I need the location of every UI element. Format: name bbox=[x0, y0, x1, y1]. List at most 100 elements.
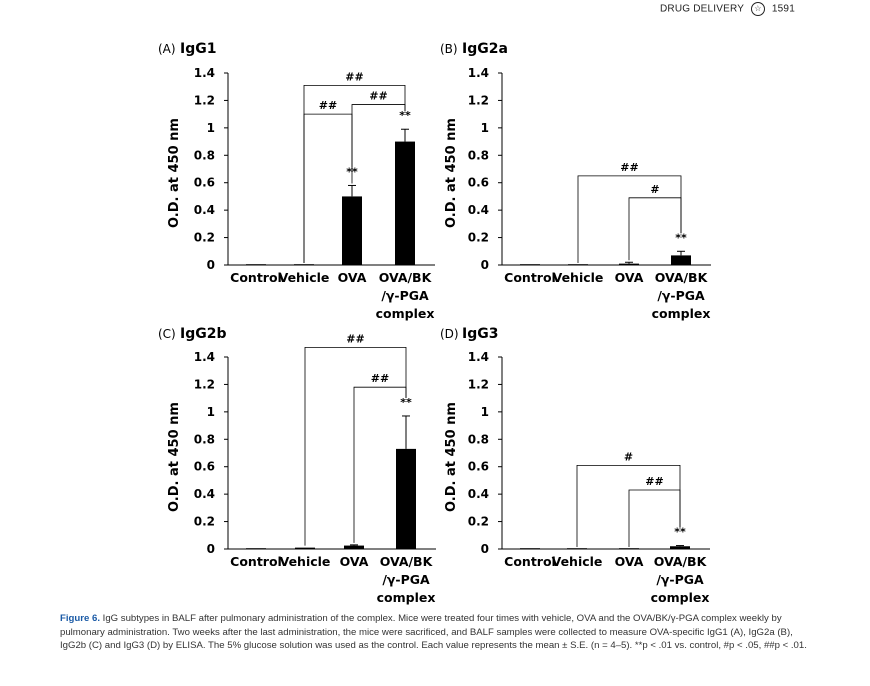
y-tick-label-c: 0.4 bbox=[194, 487, 215, 501]
bar-b-1 bbox=[568, 264, 588, 265]
significance-star-c-3: ** bbox=[400, 396, 412, 409]
y-tick-label-b: 0 bbox=[481, 258, 489, 272]
y-tick-label-a: 0.6 bbox=[194, 176, 215, 190]
category-label-b-2: OVA bbox=[615, 270, 644, 285]
bar-a-3 bbox=[395, 141, 415, 265]
category-label-c-3: OVA/BK bbox=[380, 554, 434, 569]
bracket-label-c-0: ## bbox=[371, 372, 389, 385]
category-label-c-3: complex bbox=[377, 590, 436, 605]
bar-b-0 bbox=[520, 264, 540, 265]
panel-title-b: IgG2a bbox=[462, 41, 508, 57]
y-tick-label-c: 1.4 bbox=[194, 350, 215, 364]
y-tick-label-c: 1.2 bbox=[194, 377, 215, 391]
bar-b-2 bbox=[619, 263, 639, 265]
journal-name: DRUG DELIVERY bbox=[660, 3, 744, 15]
category-label-a-0: Control bbox=[230, 270, 282, 285]
category-label-c-1: Vehicle bbox=[280, 554, 331, 569]
category-label-b-3: OVA/BK bbox=[655, 270, 709, 285]
category-label-a-3: complex bbox=[376, 306, 435, 321]
significance-star-a-3: ** bbox=[399, 109, 411, 122]
bracket-label-d-1: # bbox=[624, 450, 633, 463]
y-tick-label-c: 0.8 bbox=[194, 432, 215, 446]
y-tick-label-a: 1.4 bbox=[194, 66, 215, 80]
figure-charts: (A) IgG1 O.D. at 450 nm 0 0.2 0.4 0.6 0.8 1 1.2 1.… bbox=[158, 41, 711, 605]
category-label-d-3: complex bbox=[651, 590, 710, 605]
bar-c-0 bbox=[246, 548, 266, 549]
panel-label-c: (C) bbox=[158, 327, 176, 341]
bracket-label-d-0: ## bbox=[645, 475, 663, 488]
bar-d-3 bbox=[670, 546, 690, 549]
significance-bracket-d-1 bbox=[576, 464, 681, 547]
significance-bracket-a-2 bbox=[303, 84, 406, 263]
y-axis-label-b: O.D. at 450 nm bbox=[444, 118, 459, 228]
category-label-d-2: OVA bbox=[615, 554, 644, 569]
caption-text: IgG subtypes in BALF after pulmonary adm… bbox=[60, 613, 807, 652]
significance-star-b-3: ** bbox=[675, 231, 687, 244]
category-label-d-0: Control bbox=[504, 554, 556, 569]
bar-d-0 bbox=[520, 548, 540, 549]
y-tick-label-a: 0.4 bbox=[194, 203, 215, 217]
bar-d-1 bbox=[567, 548, 587, 549]
significance-bracket-b-0 bbox=[628, 197, 682, 261]
y-tick-label-a: 0.8 bbox=[194, 148, 215, 162]
bar-c-2 bbox=[344, 545, 364, 549]
y-tick-label-d: 0.8 bbox=[468, 432, 489, 446]
category-label-b-0: Control bbox=[504, 270, 556, 285]
panel-label-a: (A) bbox=[158, 42, 176, 56]
category-label-a-3: /γ-PGA bbox=[381, 288, 429, 303]
page-number: 1591 bbox=[771, 3, 795, 15]
y-tick-label-b: 0.4 bbox=[468, 203, 489, 217]
bar-a-1 bbox=[294, 264, 314, 265]
y-tick-label-c: 0.2 bbox=[194, 515, 215, 529]
category-label-b-1: Vehicle bbox=[553, 270, 604, 285]
bar-c-3 bbox=[396, 448, 416, 549]
panel-title-a: IgG1 bbox=[180, 41, 216, 57]
journal-logo-icon: ☆ bbox=[750, 2, 765, 16]
panel-title-c: IgG2b bbox=[180, 326, 226, 342]
category-label-a-1: Vehicle bbox=[279, 270, 330, 285]
y-axis-label-c: O.D. at 450 nm bbox=[167, 402, 182, 512]
bracket-label-b-1: ## bbox=[620, 161, 638, 174]
y-tick-label-b: 1 bbox=[481, 121, 489, 135]
running-header: DRUG DELIVERY ☆ 1591 bbox=[660, 2, 795, 16]
significance-bracket-b-1 bbox=[577, 175, 682, 263]
panel-title-d: IgG3 bbox=[462, 326, 498, 342]
bracket-label-a-1: ## bbox=[369, 90, 387, 103]
category-label-c-2: OVA bbox=[340, 554, 369, 569]
category-label-b-3: complex bbox=[652, 306, 711, 321]
bracket-label-a-0: ## bbox=[319, 99, 337, 112]
category-label-c-0: Control bbox=[230, 554, 282, 569]
category-label-a-2: OVA bbox=[338, 270, 367, 285]
y-tick-label-c: 0.6 bbox=[194, 460, 215, 474]
significance-bracket-d-0 bbox=[628, 489, 681, 547]
panel-label-b: (B) bbox=[440, 42, 458, 56]
y-tick-label-d: 0.6 bbox=[468, 460, 489, 474]
y-tick-label-d: 1.2 bbox=[468, 377, 489, 391]
y-axis-label-d: O.D. at 450 nm bbox=[444, 402, 459, 512]
bar-a-2 bbox=[342, 196, 362, 265]
y-tick-label-d: 1.4 bbox=[468, 350, 489, 364]
panel-label-d: (D) bbox=[440, 327, 459, 341]
bar-c-1 bbox=[295, 547, 315, 549]
bar-d-2 bbox=[619, 548, 639, 549]
significance-bracket-c-1 bbox=[304, 346, 407, 546]
category-label-a-3: OVA/BK bbox=[379, 270, 433, 285]
bracket-label-a-2: ## bbox=[345, 70, 363, 83]
y-tick-label-b: 0.8 bbox=[468, 148, 489, 162]
y-tick-label-a: 1.2 bbox=[194, 93, 215, 107]
bar-b-3 bbox=[671, 255, 691, 265]
y-tick-label-a: 0 bbox=[207, 258, 215, 272]
y-tick-label-a: 1 bbox=[207, 121, 215, 135]
y-tick-label-a: 0.2 bbox=[194, 231, 215, 245]
category-label-c-3: /γ-PGA bbox=[382, 572, 430, 587]
category-label-d-3: OVA/BK bbox=[654, 554, 708, 569]
y-tick-label-d: 0 bbox=[481, 542, 489, 556]
y-tick-label-b: 0.6 bbox=[468, 176, 489, 190]
y-tick-label-b: 1.2 bbox=[468, 93, 489, 107]
y-tick-label-c: 1 bbox=[207, 405, 215, 419]
y-tick-label-d: 1 bbox=[481, 405, 489, 419]
category-label-d-3: /γ-PGA bbox=[656, 572, 704, 587]
figure-caption: Figure 6. IgG subtypes in BALF after pul… bbox=[60, 612, 820, 653]
y-tick-label-d: 0.4 bbox=[468, 487, 489, 501]
category-label-d-1: Vehicle bbox=[552, 554, 603, 569]
